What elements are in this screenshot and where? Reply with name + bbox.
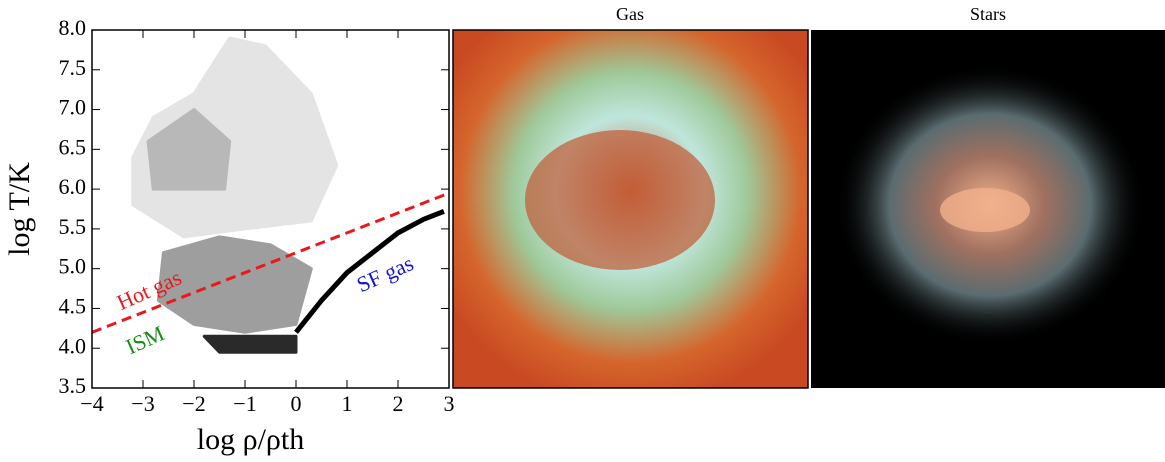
x-tick-label: 3 xyxy=(444,391,455,416)
x-tick-label: 1 xyxy=(342,391,353,416)
histogram-region xyxy=(202,334,298,354)
sf-line xyxy=(294,209,445,334)
x-tick-label: 2 xyxy=(393,391,404,416)
panel-title: Stars xyxy=(970,4,1006,24)
gas-core xyxy=(525,130,715,270)
plot-frame xyxy=(91,29,450,389)
y-tick-label: 4.0 xyxy=(59,333,87,358)
y-tick-label: 5.0 xyxy=(59,254,87,279)
y-tick-label: 7.0 xyxy=(59,95,87,120)
x-tick-label: −2 xyxy=(182,391,205,416)
y-tick-label: 6.5 xyxy=(59,134,87,159)
x-tick-label: −1 xyxy=(233,391,256,416)
y-tick-label: 3.5 xyxy=(59,373,87,398)
x-tick-label: −4 xyxy=(80,391,103,416)
y-tick-label: 4.5 xyxy=(59,293,87,318)
x-tick-label: 0 xyxy=(291,391,302,416)
y-tick-label: 7.5 xyxy=(59,55,87,80)
stars-panel: Stars xyxy=(811,4,1165,388)
plot-area xyxy=(92,36,449,354)
gas-frame xyxy=(452,29,809,389)
y-tick-label: 8.0 xyxy=(59,15,87,40)
y-axis-label: log T/K xyxy=(3,162,36,256)
y-tick-label: 5.5 xyxy=(59,214,87,239)
stars-bulge xyxy=(940,188,1030,232)
x-tick-label: −3 xyxy=(131,391,154,416)
y-tick-label: 6.0 xyxy=(59,174,87,199)
gas-panel: Gas xyxy=(452,4,809,389)
panel-title: Gas xyxy=(616,4,644,24)
histogram-region xyxy=(146,108,232,191)
x-axis-label: log ρ/ρth xyxy=(197,423,304,456)
